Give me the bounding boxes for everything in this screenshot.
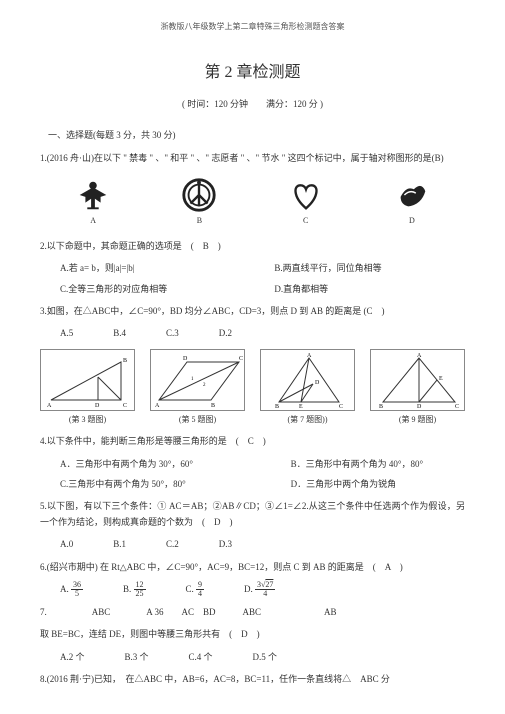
- q4-opt-d: D．三角形中两个角为锐角: [291, 476, 397, 492]
- svg-text:A: A: [47, 403, 52, 409]
- svg-text:C: C: [239, 356, 243, 362]
- figure-captions: (第 3 题图) (第 5 题图) (第 7 题图)) (第 9 题图): [40, 413, 465, 427]
- question-7-line2: 取 BE=BC，连结 DE，则图中等腰三角形共有 ( D ): [40, 626, 465, 642]
- svg-text:D: D: [417, 404, 422, 410]
- q4-opt-b: B．三角形中有两个角为 40°，80°: [291, 456, 423, 472]
- svg-text:E: E: [439, 376, 443, 382]
- q2-opt-d: D.直角都相等: [274, 281, 328, 297]
- question-4: 4.以下条件中，能判断三角形是等腰三角形的是 ( C ): [40, 433, 465, 449]
- figure-q3: A C B D: [40, 349, 135, 411]
- logo-c-label: C: [287, 214, 325, 228]
- svg-text:C: C: [339, 404, 343, 410]
- q6-opt-b: B. 1225: [123, 581, 146, 598]
- svg-text:A: A: [417, 353, 422, 359]
- svg-text:B: B: [123, 358, 127, 364]
- svg-text:2: 2: [203, 383, 206, 388]
- question-5: 5.以下图，有以下三个条件：① AC＝AB；②AB∥CD；③∠1=∠2.从这三个…: [40, 498, 465, 530]
- q6-opt-d: D. 3√274: [244, 581, 275, 598]
- svg-text:B: B: [275, 404, 279, 410]
- logo-b: B: [180, 176, 218, 228]
- logo-d-label: D: [393, 214, 431, 228]
- triangle-figures-row: A C B D A B C D 1 2 A B C E D: [40, 349, 465, 411]
- figure-q9: A B C D E: [370, 349, 465, 411]
- q6-opt-a: A. 365: [60, 581, 83, 598]
- q7-opt-d: D.5 个: [253, 649, 278, 665]
- question-3: 3.如图，在△ABC中，∠C=90°，BD 均分∠ABC，CD=3，则点 D 到…: [40, 303, 465, 319]
- svg-text:D: D: [95, 403, 100, 409]
- figure-q5: A B C D 1 2: [150, 349, 245, 411]
- q7-opt-b: B.3 个: [125, 649, 149, 665]
- logo-a: A: [74, 176, 112, 228]
- q4-opt-c: C.三角形中有两个角为 50°，80°: [60, 476, 271, 492]
- svg-text:B: B: [379, 404, 383, 410]
- question-6: 6.(绍兴市期中) 在 Rt△ABC 中，∠C=90°，AC=9，BC=12，则…: [40, 559, 465, 575]
- page-header: 浙教版八年级数学上第二章特殊三角形检测题含答案: [40, 20, 465, 34]
- q6-opt-c: C. 94: [186, 581, 205, 598]
- q3-opt-c: C.3: [166, 325, 179, 341]
- question-1: 1.(2016 舟·山)在以下 " 禁毒 " 、" 和平 " 、" 志愿者 " …: [40, 150, 465, 166]
- q5-opt-d: D.3: [219, 536, 232, 552]
- exam-info: ( 时间：120 分钟 满分：120 分 ): [40, 96, 465, 112]
- chapter-title: 第 2 章检测题: [40, 59, 465, 88]
- svg-text:C: C: [455, 404, 459, 410]
- svg-text:D: D: [315, 380, 320, 386]
- q5-opt-b: B.1: [113, 536, 126, 552]
- q2-opt-a: A.若 a= b，则|a|=|b|: [60, 260, 254, 276]
- svg-text:E: E: [299, 404, 303, 410]
- q5-opt-a: A.0: [60, 536, 73, 552]
- q4-opt-a: A．三角形中有两个角为 30°，60°: [60, 456, 271, 472]
- logo-b-label: B: [180, 214, 218, 228]
- section-1-heading: 一、选择题(每题 3 分，共 30 分): [48, 127, 465, 143]
- q3-opt-a: A.5: [60, 325, 73, 341]
- logo-row: A B C D: [40, 176, 465, 228]
- q3-opt-b: B.4: [113, 325, 126, 341]
- q5-opt-c: C.2: [166, 536, 179, 552]
- question-2: 2.以下命题中，其命题正确的选项是 ( B ): [40, 238, 465, 254]
- q7-opt-c: C.4 个: [189, 649, 213, 665]
- logo-c: C: [287, 176, 325, 228]
- caption-q9: (第 9 题图): [370, 413, 465, 427]
- svg-text:A: A: [155, 403, 160, 409]
- svg-text:D: D: [183, 356, 188, 362]
- svg-text:1: 1: [191, 377, 194, 382]
- figure-q7: A B C E D: [260, 349, 355, 411]
- logo-a-label: A: [74, 214, 112, 228]
- svg-text:C: C: [123, 403, 127, 409]
- q7-opt-a: A.2 个: [60, 649, 85, 665]
- q3-opt-d: D.2: [219, 325, 232, 341]
- question-8: 8.(2016 荆·宁)已知， 在△ABC 中，AB=6，AC=8，BC=11，…: [40, 671, 465, 687]
- svg-text:A: A: [307, 353, 312, 359]
- logo-d: D: [393, 176, 431, 228]
- caption-q7: (第 7 题图)): [260, 413, 355, 427]
- q2-opt-b: B.两直线平行，同位角相等: [274, 260, 381, 276]
- q2-opt-c: C.全等三角形的对应角相等: [60, 281, 254, 297]
- caption-q3: (第 3 题图): [40, 413, 135, 427]
- question-7-line1: 7. ABC A 36 AC BD ABC AB: [40, 604, 465, 620]
- caption-q5: (第 5 题图): [150, 413, 245, 427]
- svg-text:B: B: [211, 403, 215, 409]
